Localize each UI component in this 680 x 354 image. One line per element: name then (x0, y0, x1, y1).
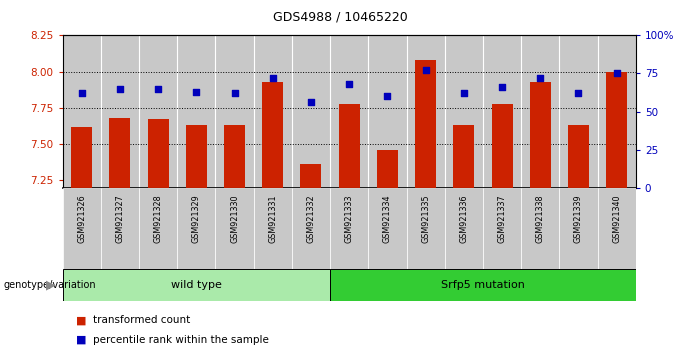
Text: GSM921331: GSM921331 (268, 194, 277, 242)
Bar (415, 60, 436, 188)
Point (382, 93, 393, 99)
Point (305, 99, 316, 105)
Bar (109, 118, 131, 188)
Bar (101, 188, 139, 269)
Bar (598, 35, 636, 188)
Bar (262, 82, 284, 188)
Bar (445, 35, 483, 188)
Bar (560, 188, 598, 269)
Bar (254, 35, 292, 188)
Bar (63, 188, 101, 269)
Text: GSM921329: GSM921329 (192, 194, 201, 243)
Text: GSM921326: GSM921326 (77, 194, 86, 243)
Bar (330, 269, 636, 301)
Text: GSM921328: GSM921328 (154, 194, 163, 243)
Bar (377, 150, 398, 188)
Point (153, 86, 164, 92)
Text: Srfp5 mutation: Srfp5 mutation (441, 280, 525, 290)
Bar (483, 35, 521, 188)
Text: GDS4988 / 10465220: GDS4988 / 10465220 (273, 11, 407, 24)
Bar (254, 188, 292, 269)
Text: GSM921335: GSM921335 (421, 194, 430, 243)
Text: GSM921334: GSM921334 (383, 194, 392, 242)
Bar (560, 35, 598, 188)
Point (229, 90, 240, 96)
Text: GSM921333: GSM921333 (345, 194, 354, 242)
Text: wild type: wild type (171, 280, 222, 290)
Bar (63, 35, 101, 188)
Bar (71, 127, 92, 188)
Bar (483, 188, 521, 269)
Bar (292, 35, 330, 188)
Point (611, 70, 622, 76)
Bar (369, 35, 407, 188)
Point (114, 86, 125, 92)
Text: GSM921340: GSM921340 (612, 194, 622, 242)
Bar (521, 188, 560, 269)
Bar (101, 35, 139, 188)
Text: genotype/variation: genotype/variation (3, 280, 96, 290)
Text: GSM921330: GSM921330 (230, 194, 239, 242)
Bar (330, 35, 369, 188)
Bar (330, 188, 369, 269)
Bar (177, 188, 216, 269)
Text: transformed count: transformed count (93, 315, 190, 325)
Text: ■: ■ (76, 315, 86, 325)
Bar (216, 188, 254, 269)
Text: GSM921337: GSM921337 (498, 194, 507, 243)
Bar (177, 35, 216, 188)
Bar (186, 125, 207, 188)
Bar (339, 103, 360, 188)
Bar (224, 125, 245, 188)
Text: percentile rank within the sample: percentile rank within the sample (93, 335, 269, 345)
Bar (63, 269, 330, 301)
Bar (445, 188, 483, 269)
Bar (148, 120, 169, 188)
Text: GSM921336: GSM921336 (459, 194, 469, 242)
Bar (568, 125, 589, 188)
Point (573, 90, 584, 96)
Bar (139, 188, 177, 269)
Bar (598, 188, 636, 269)
Text: GSM921339: GSM921339 (574, 194, 583, 243)
Point (76, 90, 87, 96)
Point (496, 84, 507, 90)
Bar (407, 188, 445, 269)
Bar (407, 35, 445, 188)
Text: GSM921327: GSM921327 (116, 194, 124, 243)
Bar (530, 82, 551, 188)
Bar (292, 188, 330, 269)
Text: ▶: ▶ (46, 279, 56, 291)
Point (267, 75, 278, 81)
Point (458, 90, 469, 96)
Text: GSM921332: GSM921332 (307, 194, 316, 243)
Bar (301, 164, 322, 188)
Text: GSM921338: GSM921338 (536, 194, 545, 242)
Bar (216, 35, 254, 188)
Point (420, 68, 431, 73)
Point (191, 89, 202, 95)
Text: ■: ■ (76, 335, 86, 345)
Bar (521, 35, 560, 188)
Bar (369, 188, 407, 269)
Bar (492, 103, 513, 188)
Point (534, 75, 545, 81)
Bar (139, 35, 177, 188)
Bar (606, 72, 627, 188)
Bar (454, 125, 475, 188)
Point (343, 81, 355, 87)
